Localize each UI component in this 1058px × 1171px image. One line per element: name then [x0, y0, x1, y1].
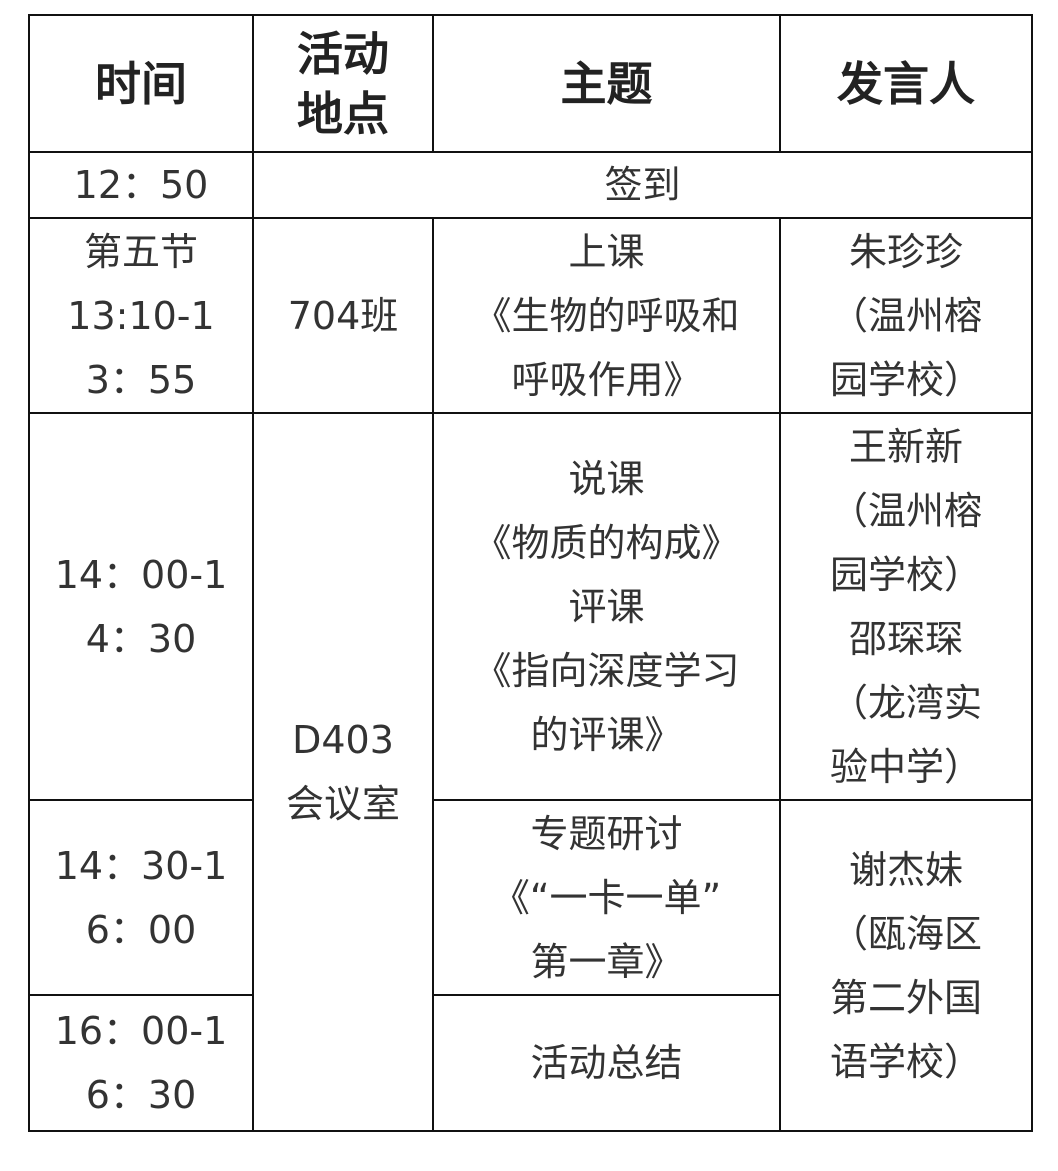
row3-time: 14：00-1 4：30 — [28, 412, 254, 801]
row5-topic: 活动总结 — [432, 994, 781, 1132]
row4-time: 14：30-1 6：00 — [28, 799, 254, 996]
row3-speaker: 王新新 （温州榕 园学校） 邵琛琛 （龙湾实 验中学） — [779, 412, 1033, 801]
row1-signin: 签到 — [252, 151, 1033, 219]
row3-topic: 说课 《物质的构成》 评课 《指向深度学习 的评课》 — [432, 412, 781, 801]
header-topic: 主题 — [432, 14, 781, 153]
header-speaker: 发言人 — [779, 14, 1033, 153]
row2-time: 第五节 13:10-1 3：55 — [28, 217, 254, 414]
header-location: 活动 地点 — [252, 14, 434, 153]
row1-time: 12：50 — [28, 151, 254, 219]
header-time: 时间 — [28, 14, 254, 153]
row2-location: 704班 — [252, 217, 434, 414]
row4-topic: 专题研讨 《“一卡一单” 第一章》 — [432, 799, 781, 996]
row5-time: 16：00-1 6：30 — [28, 994, 254, 1132]
row4-speaker: 谢杰妹 （瓯海区 第二外国 语学校） — [779, 799, 1033, 1132]
row3-location: D403 会议室 — [252, 412, 434, 1132]
row2-speaker: 朱珍珍 （温州榕 园学校） — [779, 217, 1033, 414]
row2-topic: 上课 《生物的呼吸和 呼吸作用》 — [432, 217, 781, 414]
